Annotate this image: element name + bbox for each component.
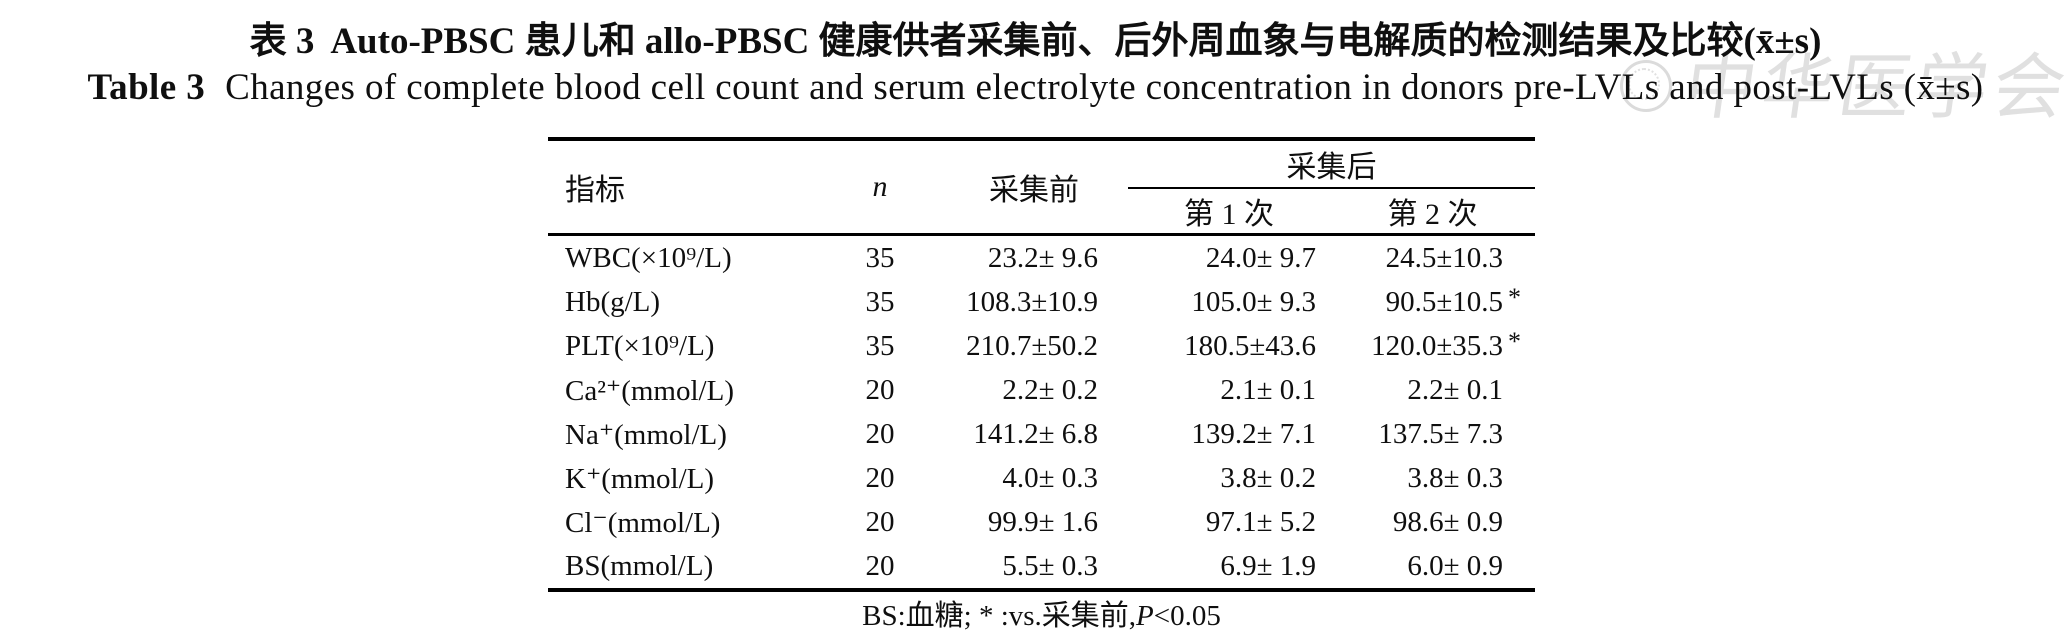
table-row-cl: Cl⁻(mmol/L) 20 99.9± 1.6 97.1± 5.2 98.6±…: [548, 500, 1535, 544]
header-post-2: 第 2 次: [1330, 188, 1535, 236]
post1-value: 105.0± 9.3: [1191, 285, 1316, 318]
table-title-en-text: Changes of complete blood cell count and…: [225, 67, 1984, 108]
post2-value: 3.8± 0.3: [1330, 456, 1535, 500]
table-title-en-label: Table 3: [87, 67, 206, 108]
pre-value: 5.5± 0.3: [1002, 549, 1098, 582]
footnote-threshold: <0.05: [1153, 600, 1221, 632]
header-n: n: [820, 139, 940, 236]
post2-value: 2.2± 0.1: [1330, 368, 1535, 412]
journal-seal-icon: [1620, 60, 1672, 112]
header-indicator: 指标: [548, 139, 820, 236]
pre-value: 210.7±50.2: [966, 329, 1098, 362]
pre-value: 23.2± 9.6: [987, 241, 1098, 274]
table-body: WBC(×10⁹/L) 35 23.2± 9.6 24.0± 9.7 24.5±…: [548, 235, 1535, 591]
table-title-zh-label: 表 3: [249, 21, 315, 62]
n-value: 20: [865, 373, 895, 406]
n-value: 20: [865, 417, 895, 450]
row-label: Ca²⁺(mmol/L): [565, 374, 734, 407]
results-table-container: 指标 n 采集前 采集后 第 1 次 第 2 次 WBC(×10⁹/L) 35 …: [548, 137, 1535, 592]
post1-value: 6.9± 1.9: [1220, 549, 1316, 582]
table-row-na: Na⁺(mmol/L) 20 141.2± 6.8 139.2± 7.1 137…: [548, 412, 1535, 456]
post2-number: 90.5±10.5: [1385, 285, 1503, 318]
post1-value: 24.0± 9.7: [1205, 241, 1316, 274]
n-value: 35: [865, 285, 895, 318]
journal-seal-inner-ring: [1628, 68, 1660, 100]
header-post-collection: 采集后: [1128, 139, 1535, 189]
row-label: PLT(×10⁹/L): [565, 329, 715, 362]
footnote-p-symbol: P: [1136, 600, 1154, 632]
n-value: 35: [865, 329, 895, 362]
row-label: Cl⁻(mmol/L): [565, 506, 721, 539]
post2-number: 24.5±10.3: [1385, 241, 1503, 274]
n-value: 20: [865, 505, 895, 538]
pre-value: 99.9± 1.6: [987, 505, 1098, 538]
n-value: 20: [865, 461, 895, 494]
header-post-1: 第 1 次: [1128, 188, 1330, 236]
post2-number: 120.0±35.3: [1371, 329, 1503, 362]
table-row-bs: BS(mmol/L) 20 5.5± 0.3 6.9± 1.9 6.0± 0.9: [548, 544, 1535, 590]
post2-number: 3.8± 0.3: [1407, 461, 1503, 494]
post1-value: 2.1± 0.1: [1220, 373, 1316, 406]
post2-value: 98.6± 0.9: [1330, 500, 1535, 544]
table-title-zh-text: Auto-PBSC 患儿和 allo-PBSC 健康供者采集前、后外周血象与电解…: [330, 21, 1822, 62]
n-value: 20: [865, 549, 895, 582]
footnote-text: BS:血糖; * :vs.采集前,: [862, 600, 1137, 632]
post2-value: 6.0± 0.9: [1330, 544, 1535, 590]
table-footnote: BS:血糖; * :vs.采集前,P<0.05: [548, 592, 1535, 634]
post1-value: 97.1± 5.2: [1205, 505, 1316, 538]
table-title-zh: 表 3 Auto-PBSC 患儿和 allo-PBSC 健康供者采集前、后外周血象…: [0, 10, 2071, 64]
results-table: 指标 n 采集前 采集后 第 1 次 第 2 次 WBC(×10⁹/L) 35 …: [548, 137, 1535, 592]
post2-number: 98.6± 0.9: [1392, 505, 1503, 538]
post2-value: 90.5±10.5 *: [1385, 282, 1521, 318]
pre-value: 2.2± 0.2: [1002, 373, 1098, 406]
post1-value: 139.2± 7.1: [1191, 417, 1316, 450]
pre-value: 141.2± 6.8: [973, 417, 1098, 450]
post1-value: 180.5±43.6: [1184, 329, 1316, 362]
pre-value: 108.3±10.9: [966, 285, 1098, 318]
post2-number: 6.0± 0.9: [1407, 549, 1503, 582]
post2-number: 2.2± 0.1: [1407, 373, 1503, 406]
header-pre-collection: 采集前: [940, 139, 1128, 236]
post1-value: 3.8± 0.2: [1220, 461, 1316, 494]
table-header: 指标 n 采集前 采集后 第 1 次 第 2 次: [548, 139, 1535, 236]
table-row-hb: Hb(g/L) 35 108.3±10.9 105.0± 9.3 90.5±10…: [548, 280, 1535, 324]
row-label: K⁺(mmol/L): [565, 462, 715, 495]
table-row-wbc: WBC(×10⁹/L) 35 23.2± 9.6 24.0± 9.7 24.5±…: [548, 235, 1535, 281]
table-row-ca: Ca²⁺(mmol/L) 20 2.2± 0.2 2.1± 0.1 2.2± 0…: [548, 368, 1535, 412]
row-label: Na⁺(mmol/L): [565, 418, 727, 451]
table-title-en: Table 3 Changes of complete blood cell co…: [0, 66, 2071, 109]
post2-value: 24.5±10.3: [1330, 235, 1535, 281]
header-n-symbol: n: [872, 170, 888, 203]
post2-value: 137.5± 7.3: [1330, 412, 1535, 456]
pre-value: 4.0± 0.3: [1002, 461, 1098, 494]
table-row-k: K⁺(mmol/L) 20 4.0± 0.3 3.8± 0.2 3.8± 0.3: [548, 456, 1535, 500]
table-row-plt: PLT(×10⁹/L) 35 210.7±50.2 180.5±43.6 120…: [548, 324, 1535, 368]
n-value: 35: [865, 241, 895, 274]
row-label: Hb(g/L): [565, 285, 661, 318]
post2-number: 137.5± 7.3: [1378, 417, 1503, 450]
post2-value: 120.0±35.3 *: [1371, 326, 1521, 362]
row-label: WBC(×10⁹/L): [565, 241, 732, 274]
row-label: BS(mmol/L): [565, 549, 714, 582]
